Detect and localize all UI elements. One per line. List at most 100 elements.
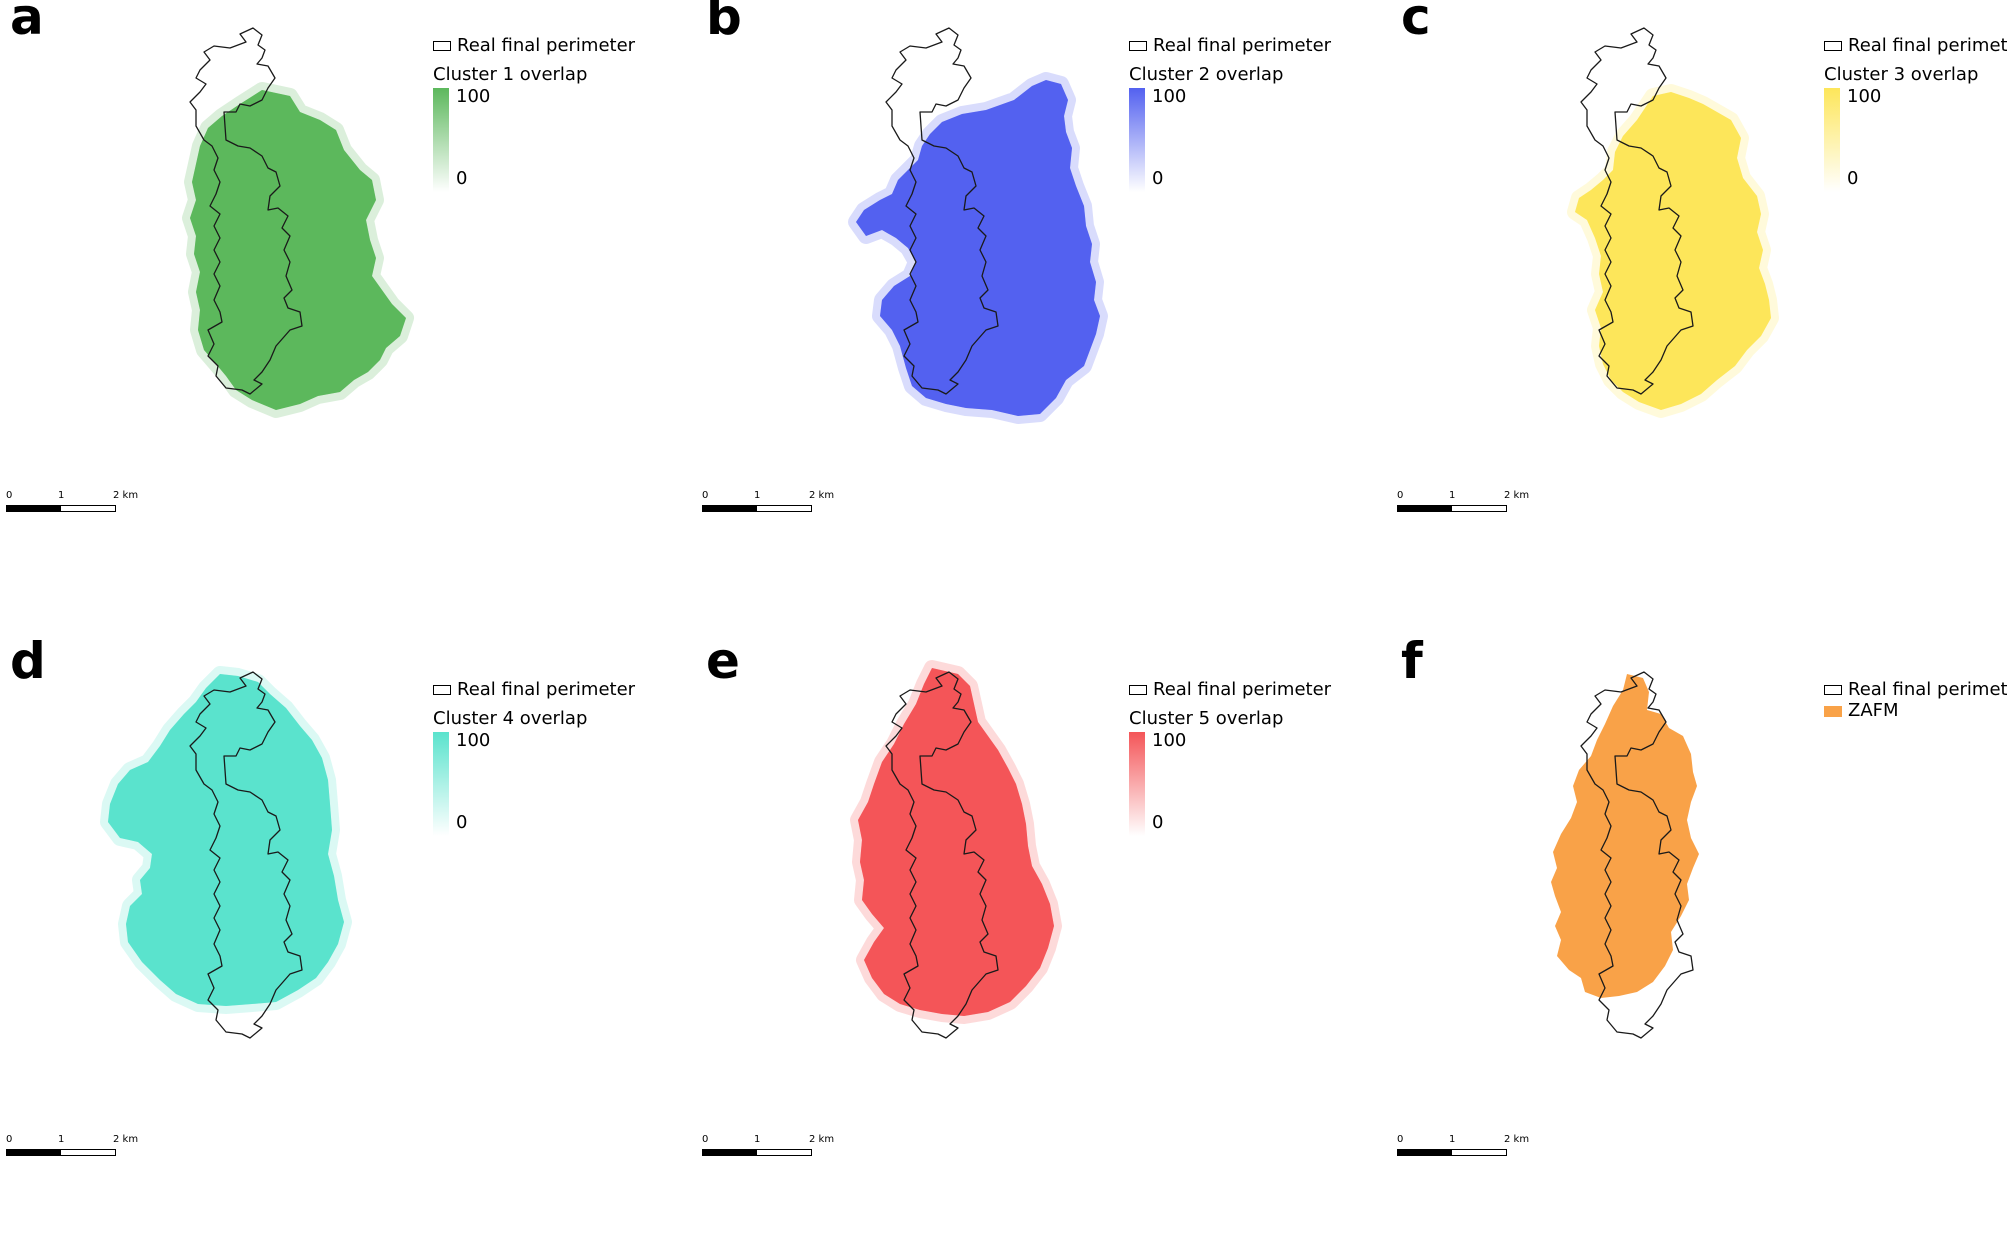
legend-perimeter-entry: Real final perimeter [1129, 34, 1331, 58]
real-final-perimeter [885, 671, 999, 1039]
color-ramp-bar [1824, 88, 1840, 192]
scale-label-1: 1 [754, 1134, 761, 1145]
color-ramp: 100 0 [1129, 88, 1331, 198]
figure: a Real final perimeter Cluster 1 overlap… [0, 0, 2007, 1156]
scale-label-2: 2 km [113, 1134, 139, 1145]
scale-bar-graphic [702, 505, 812, 512]
perimeter-label: Real final perimeter [1848, 35, 2007, 56]
color-ramp-bar [433, 732, 449, 836]
scale-label-0: 0 [6, 1134, 13, 1145]
ramp-max-label: 100 [1847, 86, 1882, 107]
scale-bar-graphic [6, 1149, 116, 1156]
legend-perimeter-entry: Real final perimeter [1824, 34, 2007, 58]
perimeter-swatch [433, 685, 451, 695]
overlap-title: Cluster 5 overlap [1129, 708, 1284, 729]
scale-label-1: 1 [58, 1134, 65, 1145]
overlap-title: Cluster 3 overlap [1824, 64, 1979, 85]
panel-letter: c [1401, 0, 1431, 46]
panel-letter: b [706, 0, 742, 46]
scale-bar: 0 1 2 km [702, 1134, 842, 1164]
scale-label-2: 2 km [1504, 1134, 1530, 1145]
overlap-area [108, 674, 344, 1006]
scale-label-0: 0 [702, 490, 709, 501]
overlap-title: Cluster 1 overlap [433, 64, 588, 85]
scale-bar: 0 1 2 km [6, 490, 146, 520]
perimeter-swatch [433, 41, 451, 51]
real-final-perimeter [189, 671, 303, 1039]
real-final-perimeter [1580, 671, 1694, 1039]
map-layer-group [1551, 671, 1699, 1039]
color-ramp: 100 0 [433, 88, 635, 198]
scale-bar-graphic [1397, 505, 1507, 512]
perimeter-swatch [1129, 41, 1147, 51]
color-ramp: 100 0 [1824, 88, 2007, 198]
color-ramp-bar [433, 88, 449, 192]
scale-label-2: 2 km [1504, 490, 1530, 501]
ramp-max-label: 100 [456, 730, 491, 751]
map-legend: Real final perimeter Cluster 4 overlap 1… [433, 678, 635, 842]
scale-label-2: 2 km [809, 1134, 835, 1145]
real-final-perimeter [1580, 27, 1694, 395]
fire-map [100, 666, 352, 1039]
panel-letter: d [10, 632, 46, 690]
panel-e: e Real final perimeter Cluster 5 overlap… [696, 636, 1365, 1234]
legend-perimeter-entry: Real final perimeter [433, 678, 635, 702]
fire-map [848, 27, 1108, 424]
zafm-area [1551, 674, 1699, 998]
scale-bar-graphic [6, 505, 116, 512]
map-legend: Real final perimeter Cluster 2 overlap 1… [1129, 34, 1331, 198]
fire-map [1551, 671, 1699, 1039]
zafm-label: ZAFM [1848, 700, 1899, 721]
color-ramp: 100 0 [433, 732, 635, 842]
overlap-area [1575, 92, 1771, 410]
legend-zafm-entry: ZAFM [1824, 702, 2007, 720]
perimeter-label: Real final perimeter [1153, 679, 1332, 700]
scale-bar: 0 1 2 km [702, 490, 842, 520]
ramp-min-label: 0 [1152, 168, 1164, 189]
fire-map [850, 660, 1062, 1039]
overlap-area [856, 80, 1100, 416]
map-legend: Real final perimeter Cluster 5 overlap 1… [1129, 678, 1331, 842]
panel-f: f Real final perimeter ZAFM 0 1 2 km [1391, 636, 2007, 1234]
panel-a: a Real final perimeter Cluster 1 overlap… [0, 0, 669, 590]
map-layer-group [850, 660, 1062, 1039]
scale-label-1: 1 [1449, 490, 1456, 501]
scale-bar: 0 1 2 km [1397, 1134, 1537, 1164]
scale-label-0: 0 [6, 490, 13, 501]
overlap-title: Cluster 4 overlap [433, 708, 588, 729]
legend-perimeter-entry: Real final perimeter [433, 34, 635, 58]
scale-label-2: 2 km [113, 490, 139, 501]
map-layer-group [182, 27, 414, 418]
zafm-swatch [1824, 705, 1842, 717]
ramp-min-label: 0 [456, 812, 468, 833]
perimeter-swatch [1824, 41, 1842, 51]
ramp-min-label: 0 [1152, 812, 1164, 833]
fire-map [1567, 27, 1779, 418]
panel-b: b Real final perimeter Cluster 2 overlap… [696, 0, 1365, 590]
scale-bar-graphic [1397, 1149, 1507, 1156]
perimeter-swatch [1129, 685, 1147, 695]
panel-letter: a [10, 0, 44, 46]
map-legend: Real final perimeter Cluster 3 overlap 1… [1824, 34, 2007, 198]
fire-map [182, 27, 414, 418]
panel-c: c Real final perimeter Cluster 3 overlap… [1391, 0, 2007, 590]
map-layer-group [100, 666, 352, 1039]
scale-label-1: 1 [1449, 1134, 1456, 1145]
scale-bar: 0 1 2 km [6, 1134, 146, 1164]
perimeter-label: Real final perimeter [457, 35, 636, 56]
map-legend: Real final perimeter ZAFM [1824, 678, 2007, 720]
map-legend: Real final perimeter Cluster 1 overlap 1… [433, 34, 635, 198]
ramp-min-label: 0 [1847, 168, 1859, 189]
legend-perimeter-entry: Real final perimeter [1824, 678, 2007, 702]
ramp-max-label: 100 [456, 86, 491, 107]
perimeter-label: Real final perimeter [1848, 679, 2007, 700]
overlap-area [190, 90, 406, 410]
scale-label-1: 1 [58, 490, 65, 501]
perimeter-label: Real final perimeter [457, 679, 636, 700]
scale-label-0: 0 [1397, 490, 1404, 501]
legend-perimeter-entry: Real final perimeter [1129, 678, 1331, 702]
color-ramp-bar [1129, 732, 1145, 836]
scale-bar: 0 1 2 km [1397, 490, 1537, 520]
panel-d: d Real final perimeter Cluster 4 overlap… [0, 636, 669, 1234]
ramp-min-label: 0 [456, 168, 468, 189]
